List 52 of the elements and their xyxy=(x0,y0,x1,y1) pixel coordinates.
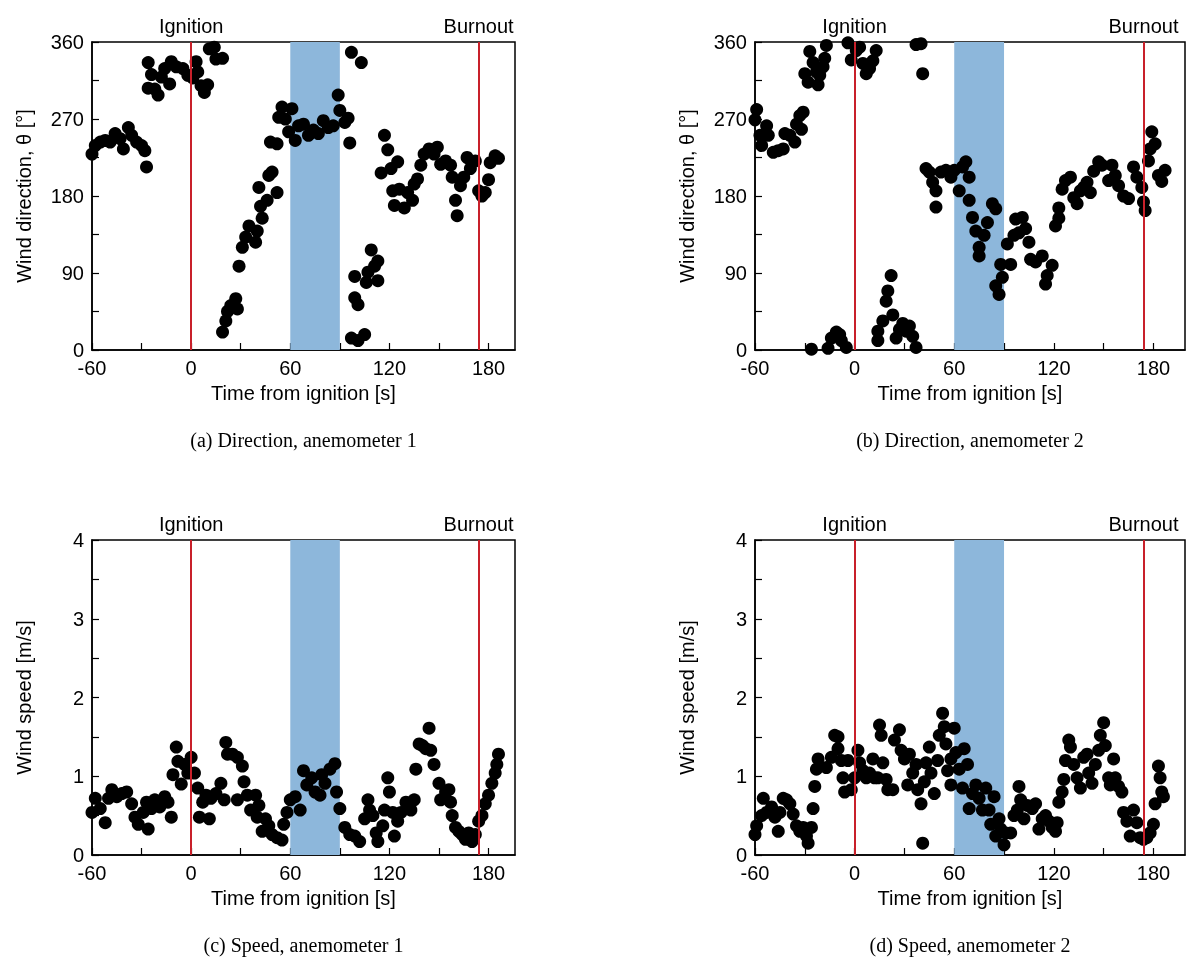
x-tick-label: 120 xyxy=(372,357,407,379)
ref-line-label: Ignition xyxy=(822,513,887,535)
ref-line-label: Burnout xyxy=(443,15,515,37)
x-tick-label: 0 xyxy=(849,357,861,379)
ref-line-label: Burnout xyxy=(1108,513,1179,535)
x-tick-label: 0 xyxy=(185,357,197,379)
text: (c) Speed, anemometer 1 xyxy=(203,934,404,957)
x-tick-label: 180 xyxy=(471,862,506,884)
x-tick-label: 120 xyxy=(372,862,407,884)
text: (a) Direction, anemometer 1 xyxy=(190,429,417,452)
x-axis-title: Time from ignition [s] xyxy=(211,381,396,404)
text: (d) Speed, anemometer 2 xyxy=(869,934,1071,957)
y-tick-label: 90 xyxy=(61,262,84,284)
y-tick-label: 3 xyxy=(735,607,747,630)
y-tick-label: 2 xyxy=(72,686,84,709)
y-tick-label: 360 xyxy=(713,31,747,53)
x-tick-label: 60 xyxy=(279,357,302,379)
y-axis-title: Wind speed [m/s] xyxy=(13,620,35,775)
y-tick-label: 1 xyxy=(72,765,84,788)
y-tick-label: 90 xyxy=(724,262,747,284)
y-tick-label: 270 xyxy=(50,108,84,130)
x-tick-label: 180 xyxy=(1136,862,1171,884)
y-tick-label: 270 xyxy=(713,108,747,130)
x-axis-title: Time from ignition [s] xyxy=(877,381,1063,404)
x-tick-label: 180 xyxy=(471,357,506,379)
y-tick-label: 3 xyxy=(72,607,84,630)
x-tick-label: 0 xyxy=(849,862,861,884)
text: (b) Direction, anemometer 2 xyxy=(856,429,1084,452)
y-tick-label: 180 xyxy=(50,185,84,207)
x-tick-label: 0 xyxy=(185,862,197,884)
y-tick-label: 360 xyxy=(50,31,84,53)
y-axis-title: Wind speed [m/s] xyxy=(676,620,698,775)
ref-line-label: Burnout xyxy=(443,513,515,535)
y-tick-label: 4 xyxy=(72,529,84,551)
y-tick-label: 180 xyxy=(713,185,747,207)
x-tick-label: 180 xyxy=(1136,357,1171,379)
ref-line-label: Ignition xyxy=(822,15,887,37)
ref-line-label: Burnout xyxy=(1108,15,1179,37)
x-tick-label: 60 xyxy=(943,357,966,379)
y-tick-label: 4 xyxy=(735,529,747,551)
y-tick-label: 2 xyxy=(735,686,747,709)
x-tick-label: 120 xyxy=(1037,357,1071,379)
y-axis-title: Wind direction, θ [°] xyxy=(13,109,35,283)
ref-line-label: Ignition xyxy=(158,15,224,37)
x-axis-title: Time from ignition [s] xyxy=(211,886,396,909)
y-tick-label: 1 xyxy=(735,765,747,788)
x-tick-label: 60 xyxy=(279,862,302,884)
y-axis-title: Wind direction, θ [°] xyxy=(676,109,698,283)
ref-line-label: Ignition xyxy=(158,513,224,535)
x-axis-title: Time from ignition [s] xyxy=(877,886,1063,909)
x-tick-label: 60 xyxy=(943,862,966,884)
x-tick-label: 120 xyxy=(1037,862,1071,884)
